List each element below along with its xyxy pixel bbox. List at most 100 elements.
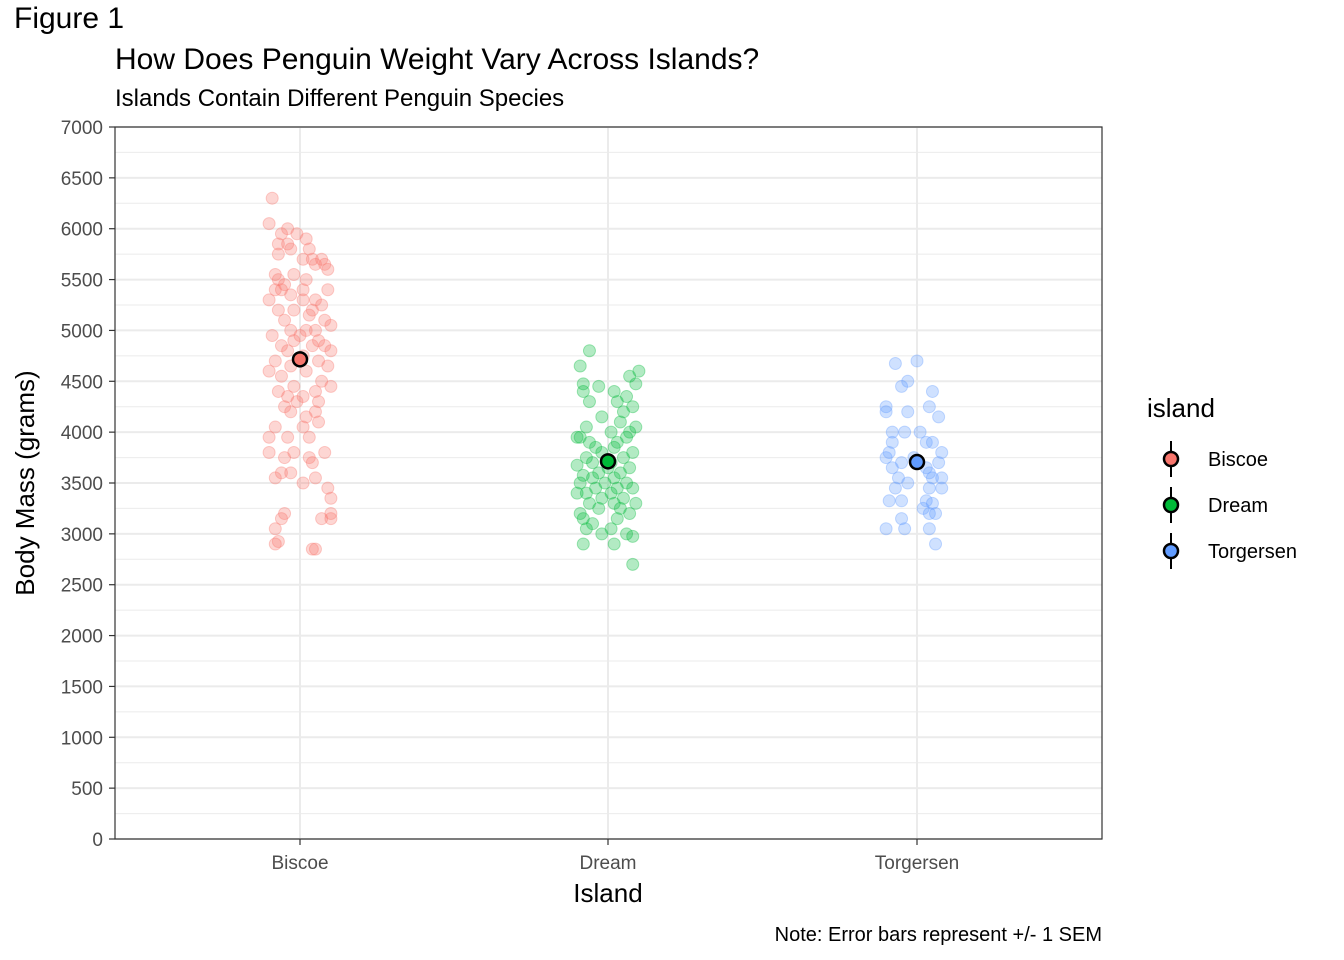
data-point bbox=[923, 401, 935, 413]
data-point bbox=[263, 218, 275, 230]
data-point bbox=[325, 345, 337, 357]
y-tick-label: 0 bbox=[92, 830, 103, 851]
legend: island Biscoe Dream Torgersen bbox=[1147, 393, 1297, 569]
data-point bbox=[630, 378, 642, 390]
y-axis-title: Body Mass (grams) bbox=[10, 370, 40, 595]
data-point bbox=[285, 289, 297, 301]
y-tick-label: 6000 bbox=[61, 220, 103, 241]
y-tick-label: 1000 bbox=[61, 728, 103, 749]
data-point bbox=[309, 472, 321, 484]
y-tick-label: 4000 bbox=[61, 423, 103, 444]
legend-item: Biscoe bbox=[1164, 441, 1268, 477]
data-point bbox=[902, 406, 914, 418]
data-point bbox=[303, 431, 315, 443]
legend-items: Biscoe Dream Torgersen bbox=[1164, 441, 1297, 569]
data-point bbox=[624, 508, 636, 520]
data-point bbox=[263, 365, 275, 377]
y-tick-label: 2000 bbox=[61, 627, 103, 648]
data-point bbox=[883, 495, 895, 507]
data-point bbox=[309, 543, 321, 555]
data-point bbox=[325, 508, 337, 520]
data-point bbox=[288, 304, 300, 316]
y-tick-label: 3500 bbox=[61, 474, 103, 495]
data-point bbox=[902, 477, 914, 489]
y-tick-label: 500 bbox=[71, 779, 103, 800]
data-point bbox=[899, 426, 911, 438]
data-point bbox=[297, 253, 309, 265]
data-point bbox=[593, 502, 605, 514]
data-point bbox=[889, 357, 901, 369]
y-tick-label: 1500 bbox=[61, 677, 103, 698]
data-point bbox=[288, 268, 300, 280]
data-point bbox=[880, 523, 892, 535]
y-tick-label: 5500 bbox=[61, 271, 103, 292]
data-point bbox=[933, 457, 945, 469]
data-point bbox=[285, 243, 297, 255]
legend-label: Biscoe bbox=[1208, 449, 1268, 471]
data-point bbox=[936, 482, 948, 494]
data-point bbox=[263, 446, 275, 458]
data-point bbox=[272, 248, 284, 260]
data-point bbox=[627, 482, 639, 494]
data-point bbox=[263, 431, 275, 443]
data-point bbox=[608, 441, 620, 453]
data-point bbox=[275, 370, 287, 382]
data-point bbox=[930, 508, 942, 520]
data-point bbox=[309, 258, 321, 270]
data-point bbox=[322, 284, 334, 296]
data-point bbox=[285, 467, 297, 479]
x-tick-label: Dream bbox=[579, 853, 636, 874]
figure-label: Figure 1 bbox=[14, 2, 124, 35]
legend-key-point bbox=[1164, 544, 1178, 558]
legend-title: island bbox=[1147, 393, 1215, 423]
data-point bbox=[608, 538, 620, 550]
data-point bbox=[322, 360, 334, 372]
data-point bbox=[297, 294, 309, 306]
data-point bbox=[269, 538, 281, 550]
y-tick-label: 2500 bbox=[61, 576, 103, 597]
data-point bbox=[313, 416, 325, 428]
data-point bbox=[279, 452, 291, 464]
data-point bbox=[319, 446, 331, 458]
data-point bbox=[269, 523, 281, 535]
legend-label: Dream bbox=[1208, 495, 1268, 517]
data-point bbox=[269, 472, 281, 484]
data-point bbox=[880, 406, 892, 418]
y-tick-label: 5000 bbox=[61, 321, 103, 342]
data-point bbox=[896, 495, 908, 507]
data-point bbox=[902, 375, 914, 387]
data-point bbox=[266, 330, 278, 342]
data-point bbox=[614, 416, 626, 428]
data-point bbox=[322, 263, 334, 275]
chart-title: How Does Penguin Weight Vary Across Isla… bbox=[115, 43, 759, 76]
data-point bbox=[583, 345, 595, 357]
mean-point bbox=[293, 352, 307, 366]
data-point bbox=[266, 192, 278, 204]
y-tick-label: 6500 bbox=[61, 169, 103, 190]
data-point bbox=[923, 482, 935, 494]
data-point bbox=[920, 436, 932, 448]
data-point bbox=[583, 396, 595, 408]
data-point bbox=[325, 492, 337, 504]
data-point bbox=[303, 309, 315, 321]
legend-key-point bbox=[1164, 452, 1178, 466]
data-point bbox=[306, 340, 318, 352]
data-point bbox=[574, 360, 586, 372]
legend-item: Dream bbox=[1164, 487, 1268, 523]
data-point bbox=[911, 355, 923, 367]
data-point bbox=[889, 482, 901, 494]
data-point bbox=[627, 530, 639, 542]
legend-item: Torgersen bbox=[1164, 533, 1297, 569]
data-point bbox=[282, 431, 294, 443]
data-point bbox=[297, 477, 309, 489]
data-point bbox=[930, 538, 942, 550]
data-point bbox=[933, 411, 945, 423]
data-point bbox=[263, 294, 275, 306]
data-point bbox=[899, 523, 911, 535]
caption-note: Note: Error bars represent +/- 1 SEM bbox=[775, 924, 1102, 946]
data-point bbox=[596, 411, 608, 423]
y-axis: 0 500 1000 1500 2000 2500 3000 3500 4000 4500 5000… bbox=[61, 118, 115, 851]
x-tick-label: Torgersen bbox=[875, 853, 960, 874]
legend-key-point bbox=[1164, 498, 1178, 512]
chart-subtitle: Islands Contain Different Penguin Specie… bbox=[115, 85, 564, 112]
